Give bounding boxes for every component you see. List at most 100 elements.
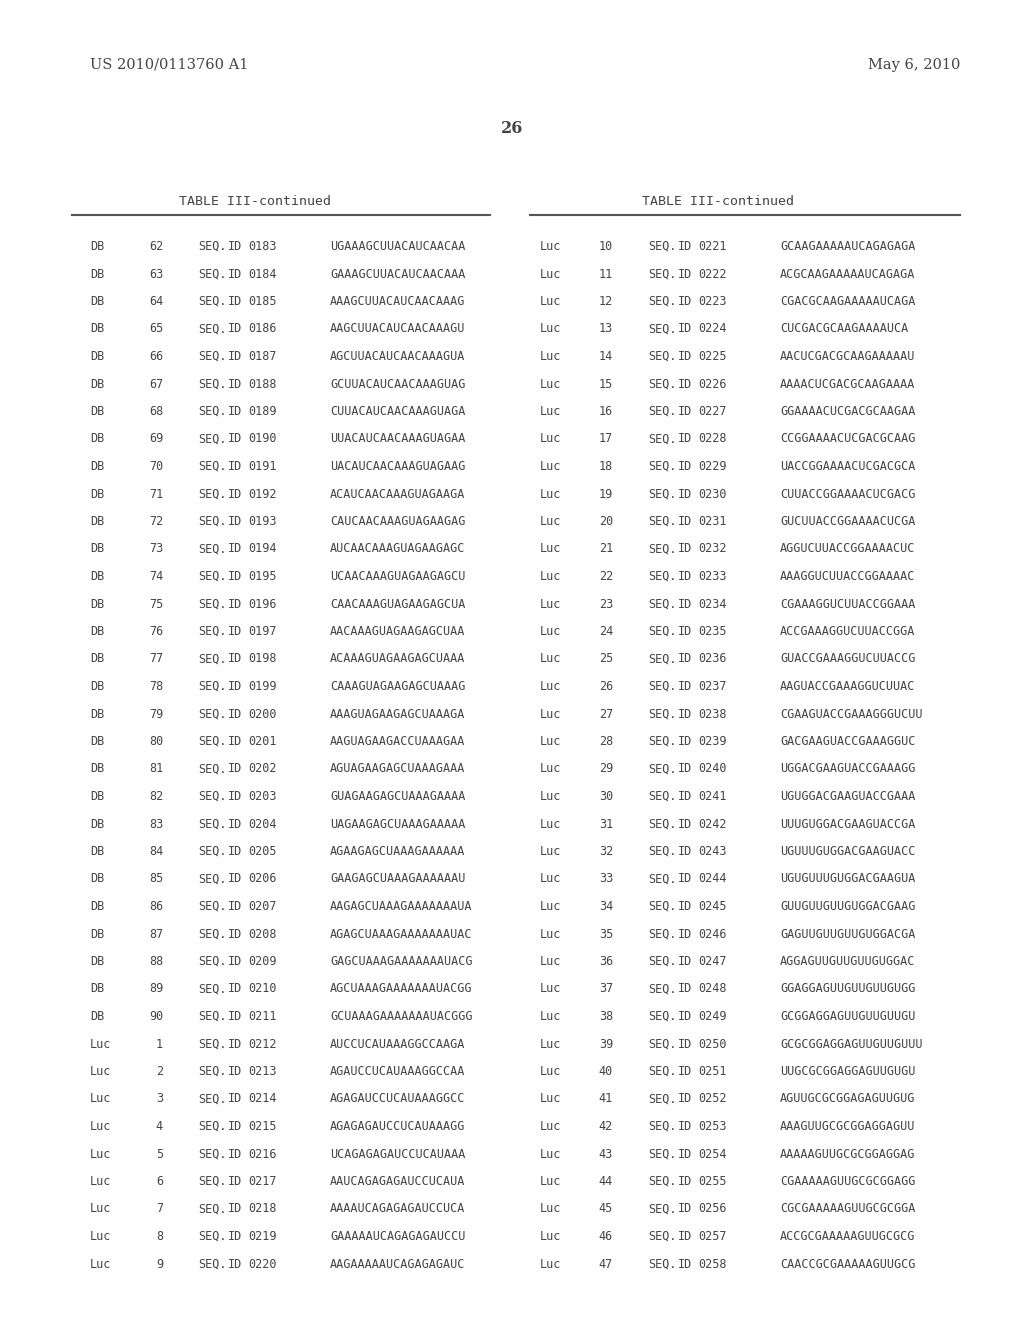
Text: SEQ.: SEQ. — [198, 1093, 226, 1106]
Text: AAGAAAAAUCAGAGAGAUC: AAGAAAAAUCAGAGAGAUC — [330, 1258, 465, 1270]
Text: Luc: Luc — [90, 1038, 112, 1051]
Text: DB: DB — [90, 873, 104, 886]
Text: Luc: Luc — [540, 789, 561, 803]
Text: 29: 29 — [599, 763, 613, 776]
Text: SEQ.: SEQ. — [198, 1258, 226, 1270]
Text: 0191: 0191 — [248, 459, 276, 473]
Text: GUUGUUGUUGUGGACGAAG: GUUGUUGUUGUGGACGAAG — [780, 900, 915, 913]
Text: 0247: 0247 — [698, 954, 726, 968]
Text: 27: 27 — [599, 708, 613, 721]
Text: AUCAACAAAGUAGAAGAGC: AUCAACAAAGUAGAAGAGC — [330, 543, 465, 556]
Text: ID: ID — [678, 487, 692, 500]
Text: 0231: 0231 — [698, 515, 726, 528]
Text: 0251: 0251 — [698, 1065, 726, 1078]
Text: 0257: 0257 — [698, 1230, 726, 1243]
Text: GAAGAGCUAAAGAAAAAAU: GAAGAGCUAAAGAAAAAAU — [330, 873, 465, 886]
Text: SEQ.: SEQ. — [198, 598, 226, 610]
Text: 89: 89 — [148, 982, 163, 995]
Text: DB: DB — [90, 982, 104, 995]
Text: SEQ.: SEQ. — [198, 817, 226, 830]
Text: Luc: Luc — [540, 598, 561, 610]
Text: 0253: 0253 — [698, 1119, 726, 1133]
Text: AGGUCUUACCGGAAAACUC: AGGUCUUACCGGAAAACUC — [780, 543, 915, 556]
Text: SEQ.: SEQ. — [198, 350, 226, 363]
Text: AAUCAGAGAGAUCCUCAUA: AAUCAGAGAGAUCCUCAUA — [330, 1175, 465, 1188]
Text: GCGCGGAGGAGUUGUUGUUU: GCGCGGAGGAGUUGUUGUUU — [780, 1038, 923, 1051]
Text: ID: ID — [228, 543, 243, 556]
Text: 0226: 0226 — [698, 378, 726, 391]
Text: ID: ID — [228, 954, 243, 968]
Text: 64: 64 — [148, 294, 163, 308]
Text: DB: DB — [90, 845, 104, 858]
Text: SEQ.: SEQ. — [198, 515, 226, 528]
Text: 71: 71 — [148, 487, 163, 500]
Text: ID: ID — [678, 928, 692, 940]
Text: 66: 66 — [148, 350, 163, 363]
Text: SEQ.: SEQ. — [648, 1147, 677, 1160]
Text: 11: 11 — [599, 268, 613, 281]
Text: GCAAGAAAAAUCAGAGAGA: GCAAGAAAAAUCAGAGAGA — [780, 240, 915, 253]
Text: DB: DB — [90, 735, 104, 748]
Text: 67: 67 — [148, 378, 163, 391]
Text: Luc: Luc — [540, 1175, 561, 1188]
Text: Luc: Luc — [90, 1147, 112, 1160]
Text: SEQ.: SEQ. — [648, 954, 677, 968]
Text: Luc: Luc — [540, 570, 561, 583]
Text: 0210: 0210 — [248, 982, 276, 995]
Text: 26: 26 — [599, 680, 613, 693]
Text: ID: ID — [228, 378, 243, 391]
Text: DB: DB — [90, 708, 104, 721]
Text: Luc: Luc — [540, 652, 561, 665]
Text: 40: 40 — [599, 1065, 613, 1078]
Text: 0229: 0229 — [698, 459, 726, 473]
Text: 47: 47 — [599, 1258, 613, 1270]
Text: ID: ID — [228, 1010, 243, 1023]
Text: SEQ.: SEQ. — [648, 570, 677, 583]
Text: 0238: 0238 — [698, 708, 726, 721]
Text: SEQ.: SEQ. — [648, 873, 677, 886]
Text: SEQ.: SEQ. — [648, 763, 677, 776]
Text: 0230: 0230 — [698, 487, 726, 500]
Text: 39: 39 — [599, 1038, 613, 1051]
Text: Luc: Luc — [540, 1203, 561, 1216]
Text: 26: 26 — [501, 120, 523, 137]
Text: SEQ.: SEQ. — [648, 900, 677, 913]
Text: Luc: Luc — [540, 350, 561, 363]
Text: AAAACUCGACGCAAGAAAA: AAAACUCGACGCAAGAAAA — [780, 378, 915, 391]
Text: Luc: Luc — [540, 1010, 561, 1023]
Text: ID: ID — [678, 900, 692, 913]
Text: GAAAGCUUACAUCAACAAA: GAAAGCUUACAUCAACAAA — [330, 268, 465, 281]
Text: 19: 19 — [599, 487, 613, 500]
Text: SEQ.: SEQ. — [198, 1147, 226, 1160]
Text: DB: DB — [90, 487, 104, 500]
Text: SEQ.: SEQ. — [648, 1175, 677, 1188]
Text: Luc: Luc — [540, 268, 561, 281]
Text: ID: ID — [228, 982, 243, 995]
Text: ID: ID — [678, 1147, 692, 1160]
Text: ID: ID — [678, 1093, 692, 1106]
Text: 0222: 0222 — [698, 268, 726, 281]
Text: Luc: Luc — [540, 954, 561, 968]
Text: DB: DB — [90, 1010, 104, 1023]
Text: 82: 82 — [148, 789, 163, 803]
Text: SEQ.: SEQ. — [648, 240, 677, 253]
Text: 0187: 0187 — [248, 350, 276, 363]
Text: DB: DB — [90, 789, 104, 803]
Text: GGAGGAGUUGUUGUUGUGG: GGAGGAGUUGUUGUUGUGG — [780, 982, 915, 995]
Text: DB: DB — [90, 598, 104, 610]
Text: CGAAGUACCGAAAGGGUCUU: CGAAGUACCGAAAGGGUCUU — [780, 708, 923, 721]
Text: 9: 9 — [156, 1258, 163, 1270]
Text: SEQ.: SEQ. — [198, 459, 226, 473]
Text: GAGCUAAAGAAAAAAAUACG: GAGCUAAAGAAAAAAAUACG — [330, 954, 472, 968]
Text: DB: DB — [90, 459, 104, 473]
Text: 0192: 0192 — [248, 487, 276, 500]
Text: CGAAAAAGUUGCGCGGAGG: CGAAAAAGUUGCGCGGAGG — [780, 1175, 915, 1188]
Text: 0208: 0208 — [248, 928, 276, 940]
Text: ID: ID — [678, 1203, 692, 1216]
Text: SEQ.: SEQ. — [198, 268, 226, 281]
Text: AGCUUACAUCAACAAAGUA: AGCUUACAUCAACAAAGUA — [330, 350, 465, 363]
Text: DB: DB — [90, 624, 104, 638]
Text: ID: ID — [228, 570, 243, 583]
Text: SEQ.: SEQ. — [648, 1258, 677, 1270]
Text: ACCGCGAAAAAGUUGCGCG: ACCGCGAAAAAGUUGCGCG — [780, 1230, 915, 1243]
